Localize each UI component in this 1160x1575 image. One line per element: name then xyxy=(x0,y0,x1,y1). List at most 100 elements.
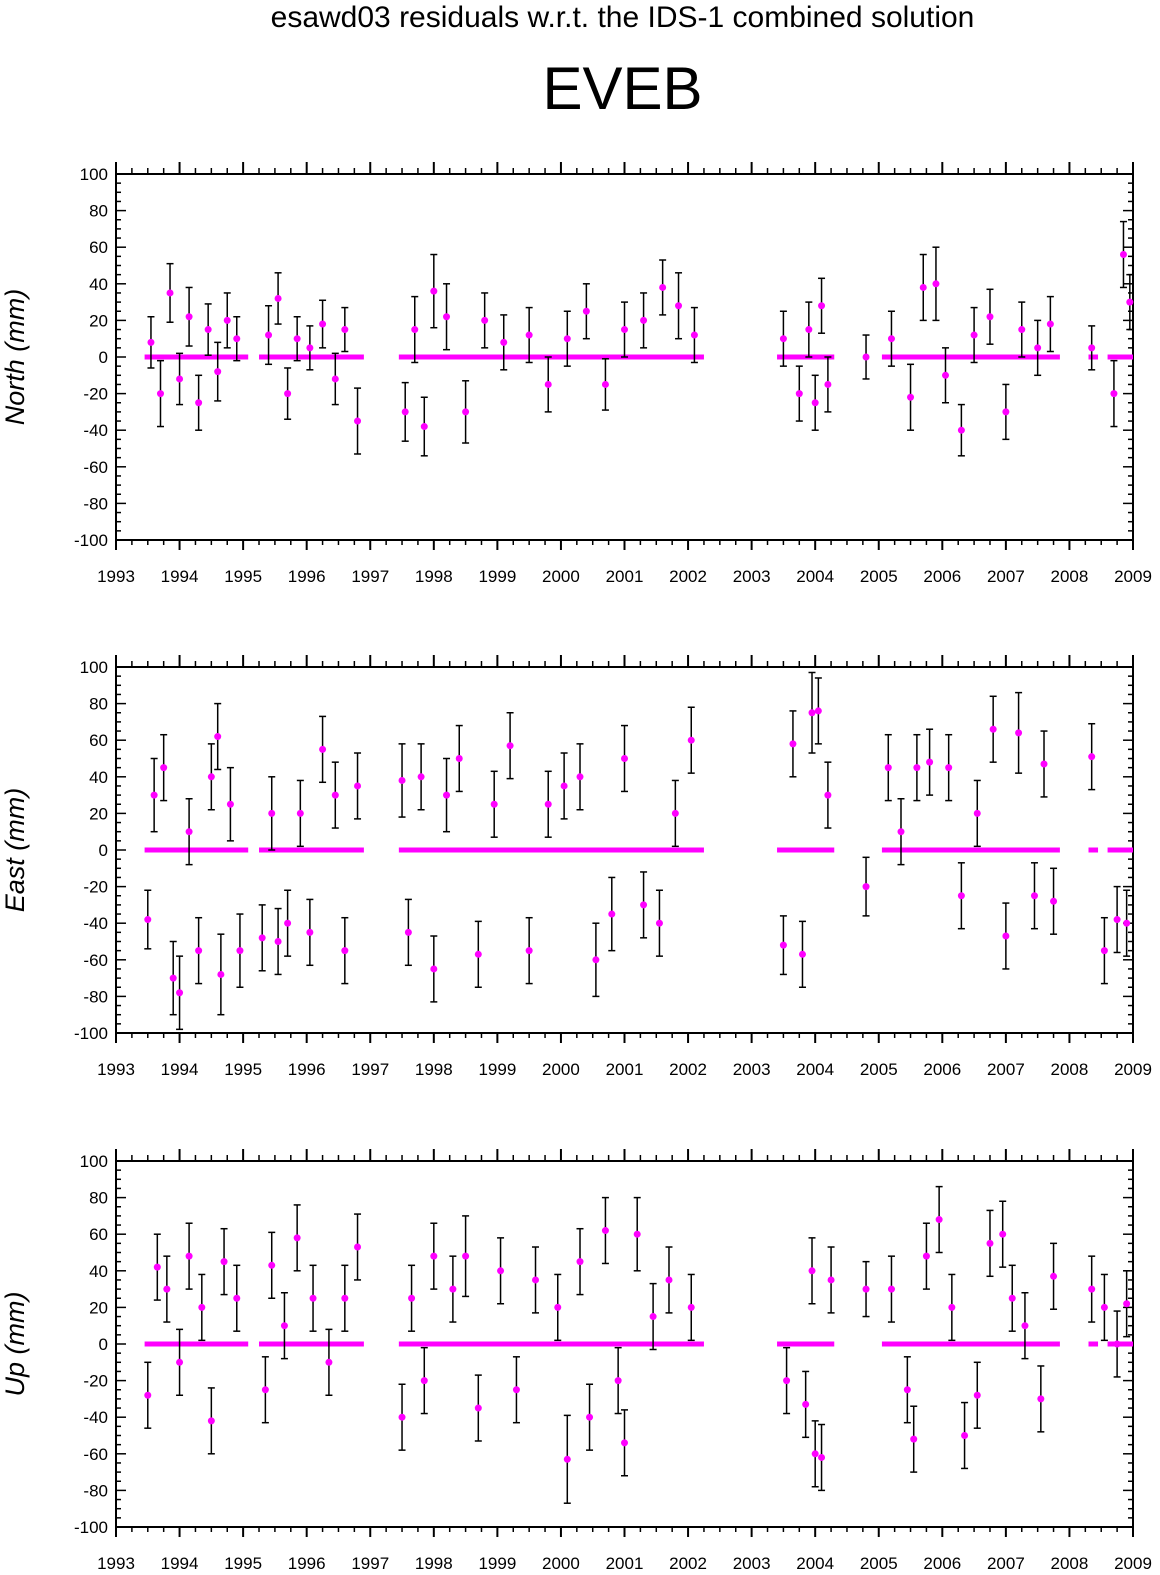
east-data-point xyxy=(525,947,533,955)
north-data-point xyxy=(147,338,155,346)
north-y-tick-label: 60 xyxy=(89,238,108,257)
up-x-tick-label: 2000 xyxy=(542,1554,580,1573)
east-data-point xyxy=(1050,897,1058,905)
east-data-point xyxy=(973,809,981,817)
east-x-tick-label: 2003 xyxy=(733,1060,771,1079)
north-y-tick-label: -60 xyxy=(83,458,108,477)
east-data-point xyxy=(160,764,168,772)
east-data-point xyxy=(1030,892,1038,900)
east-x-tick-label: 2001 xyxy=(606,1060,644,1079)
east-y-tick-label: 40 xyxy=(89,768,108,787)
up-data-point xyxy=(280,1322,288,1330)
north-data-point xyxy=(195,399,203,407)
east-x-tick-label: 2002 xyxy=(669,1060,707,1079)
up-data-point xyxy=(808,1267,816,1275)
east-data-point xyxy=(506,742,514,750)
north-data-point xyxy=(306,344,314,352)
north-data-point xyxy=(582,307,590,315)
up-data-point xyxy=(783,1377,791,1385)
north-data-point xyxy=(1018,326,1026,334)
north-data-point xyxy=(265,331,273,339)
east-x-tick-label: 1994 xyxy=(161,1060,199,1079)
east-data-point xyxy=(544,800,552,808)
north-x-tick-label: 2007 xyxy=(987,567,1025,586)
up-x-tick-label: 2007 xyxy=(987,1554,1025,1573)
east-y-tick-label: -40 xyxy=(83,914,108,933)
east-data-point xyxy=(268,809,276,817)
east-data-point xyxy=(1088,753,1096,761)
east-x-tick-label: 1993 xyxy=(97,1060,135,1079)
up-y-tick-label: 60 xyxy=(89,1225,108,1244)
up-data-point xyxy=(818,1453,826,1461)
north-data-point xyxy=(411,326,419,334)
east-x-tick-label: 2007 xyxy=(987,1060,1025,1079)
east-data-point xyxy=(443,791,451,799)
north-y-tick-label: 100 xyxy=(80,165,108,184)
east-data-point xyxy=(226,800,234,808)
up-x-tick-label: 2006 xyxy=(923,1554,961,1573)
up-y-tick-label: 0 xyxy=(99,1335,108,1354)
east-data-point xyxy=(404,928,412,936)
north-data-point xyxy=(919,283,927,291)
north-data-point xyxy=(818,302,826,310)
up-x-tick-label: 1998 xyxy=(415,1554,453,1573)
east-data-point xyxy=(989,725,997,733)
up-data-point xyxy=(233,1294,241,1302)
north-data-point xyxy=(795,390,803,398)
east-data-point xyxy=(1113,916,1121,924)
up-data-point xyxy=(325,1358,333,1366)
north-data-point xyxy=(185,313,193,321)
up-data-point xyxy=(614,1377,622,1385)
north-data-point xyxy=(223,316,231,324)
north-data-point xyxy=(601,380,609,388)
up-x-tick-label: 2004 xyxy=(796,1554,834,1573)
up-y-tick-label: 20 xyxy=(89,1298,108,1317)
north-x-tick-label: 2005 xyxy=(860,567,898,586)
east-data-point xyxy=(926,758,934,766)
east-data-point xyxy=(296,809,304,817)
east-data-point xyxy=(195,947,203,955)
up-data-point xyxy=(512,1386,520,1394)
up-x-tick-label: 2002 xyxy=(669,1554,707,1573)
east-x-tick-label: 2000 xyxy=(542,1060,580,1079)
east-y-tick-label: 80 xyxy=(89,695,108,714)
north-data-point xyxy=(401,408,409,416)
up-data-point xyxy=(935,1216,943,1224)
north-data-point xyxy=(156,390,164,398)
station-title: EVEB xyxy=(542,55,703,122)
east-data-point xyxy=(150,791,158,799)
east-data-point xyxy=(214,733,222,741)
east-data-point xyxy=(957,892,965,900)
north-data-point xyxy=(525,331,533,339)
north-data-point xyxy=(293,335,301,343)
north-x-tick-label: 1996 xyxy=(288,567,326,586)
up-x-tick-label: 2009 xyxy=(1114,1554,1152,1573)
east-data-point xyxy=(592,956,600,964)
up-data-point xyxy=(474,1404,482,1412)
east-data-point xyxy=(655,919,663,927)
up-y-tick-label: 100 xyxy=(80,1152,108,1171)
up-data-point xyxy=(261,1386,269,1394)
up-data-point xyxy=(198,1303,206,1311)
north-data-point xyxy=(563,335,571,343)
north-y-tick-label: 80 xyxy=(89,202,108,221)
up-data-point xyxy=(649,1313,657,1321)
north-y-tick-label: -80 xyxy=(83,494,108,513)
north-data-point xyxy=(986,313,994,321)
north-y-tick-label: -20 xyxy=(83,385,108,404)
north-data-point xyxy=(957,426,965,434)
east-data-point xyxy=(884,764,892,772)
east-data-point xyxy=(144,916,152,924)
north-data-point xyxy=(887,335,895,343)
east-x-tick-labels: 1993 1994 1995 1996 1997 1998 1999 2000 2001 2002… xyxy=(97,1060,1152,1079)
north-data-point xyxy=(1002,408,1010,416)
east-data-point xyxy=(176,989,184,997)
north-x-tick-labels: 1993 1994 1995 1996 1997 1998 1999 2000 2001 2002… xyxy=(97,567,1152,586)
north-data-point xyxy=(204,326,212,334)
up-y-tick-label: -60 xyxy=(83,1445,108,1464)
north-y-tick-label: -100 xyxy=(74,531,108,550)
up-data-point xyxy=(1100,1303,1108,1311)
east-data-point xyxy=(354,782,362,790)
east-x-tick-label: 2005 xyxy=(860,1060,898,1079)
